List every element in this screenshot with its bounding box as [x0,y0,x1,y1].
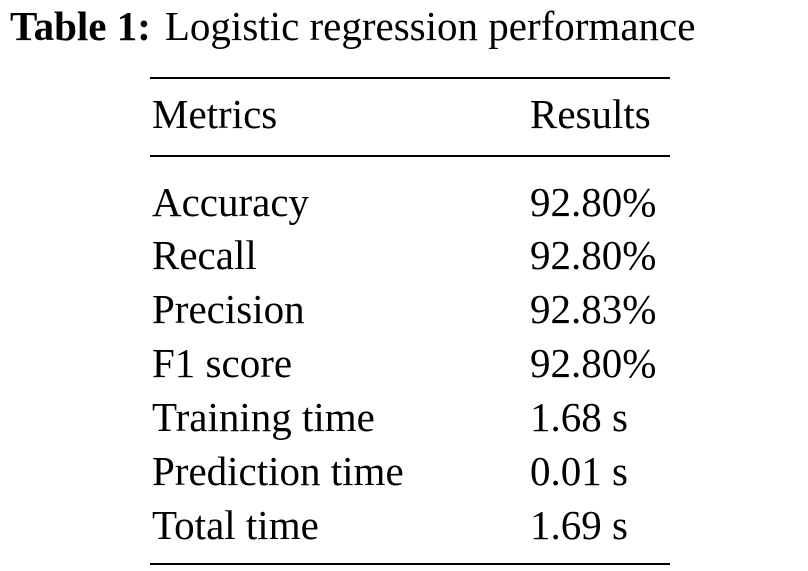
table-caption: Table 1: Logistic regression performance [10,2,808,50]
caption-title: Logistic regression performance [164,3,696,49]
row-result: 92.80% [530,232,657,278]
top-rule [150,77,670,79]
row-metric: Total time [152,502,319,548]
row-result: 1.69 s [530,502,628,548]
row-result: 1.68 s [530,394,628,440]
row-metric: Prediction time [152,448,404,494]
header-results: Results [530,91,651,137]
header-metrics: Metrics [152,91,278,137]
row-metric: Accuracy [152,179,310,225]
row-metric: F1 score [152,340,293,386]
row-result: 92.83% [530,286,657,332]
row-result: 92.80% [530,179,657,225]
bottom-rule [150,563,670,565]
row-metric: Recall [152,232,257,278]
row-result: 92.80% [530,340,657,386]
row-metric: Training time [152,394,375,440]
row-metric: Precision [152,286,305,332]
caption-label: Table 1: [10,3,151,49]
row-result: 0.01 s [530,448,628,494]
header-rule [150,155,670,157]
